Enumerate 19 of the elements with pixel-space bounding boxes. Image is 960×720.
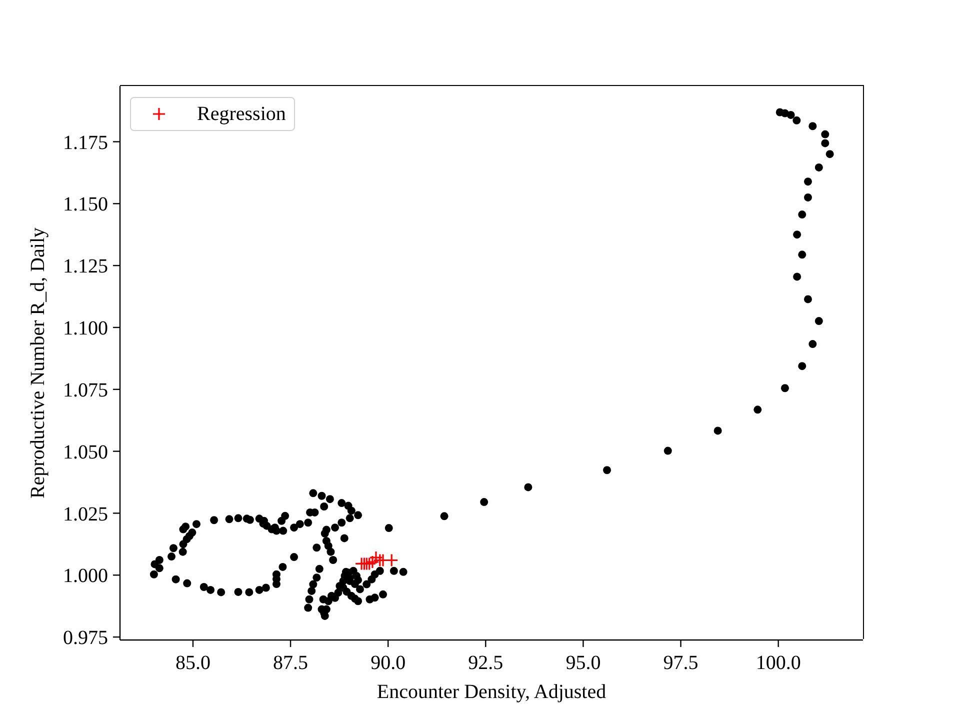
x-axis-title: Encounter Density, Adjusted [376,681,606,703]
y-tick-label: 1.125 [63,256,108,278]
x-tick-label: 95.0 [566,652,601,674]
y-axis-title: Reproductive Number R_d, Daily [27,227,49,499]
y-tick-label: 0.975 [63,627,108,650]
y-tick-label: 1.025 [63,503,108,526]
x-tick-label: 100.0 [756,652,801,674]
x-tick-label: 90.0 [370,652,406,674]
y-tick-label: 1.000 [63,565,108,588]
y-tick-label: 1.075 [63,379,108,402]
legend-label: Regression [197,102,286,127]
y-tick-label: 1.175 [63,132,108,154]
x-tick-label: 85.0 [175,652,210,674]
x-tick-label: 92.5 [468,652,504,674]
y-tick-label: 1.100 [63,318,108,340]
x-tick-label: 97.5 [663,652,698,674]
y-tick-label: 1.050 [63,441,108,464]
x-tick-label: 87.5 [273,652,308,674]
y-tick-label: 1.150 [63,194,108,216]
